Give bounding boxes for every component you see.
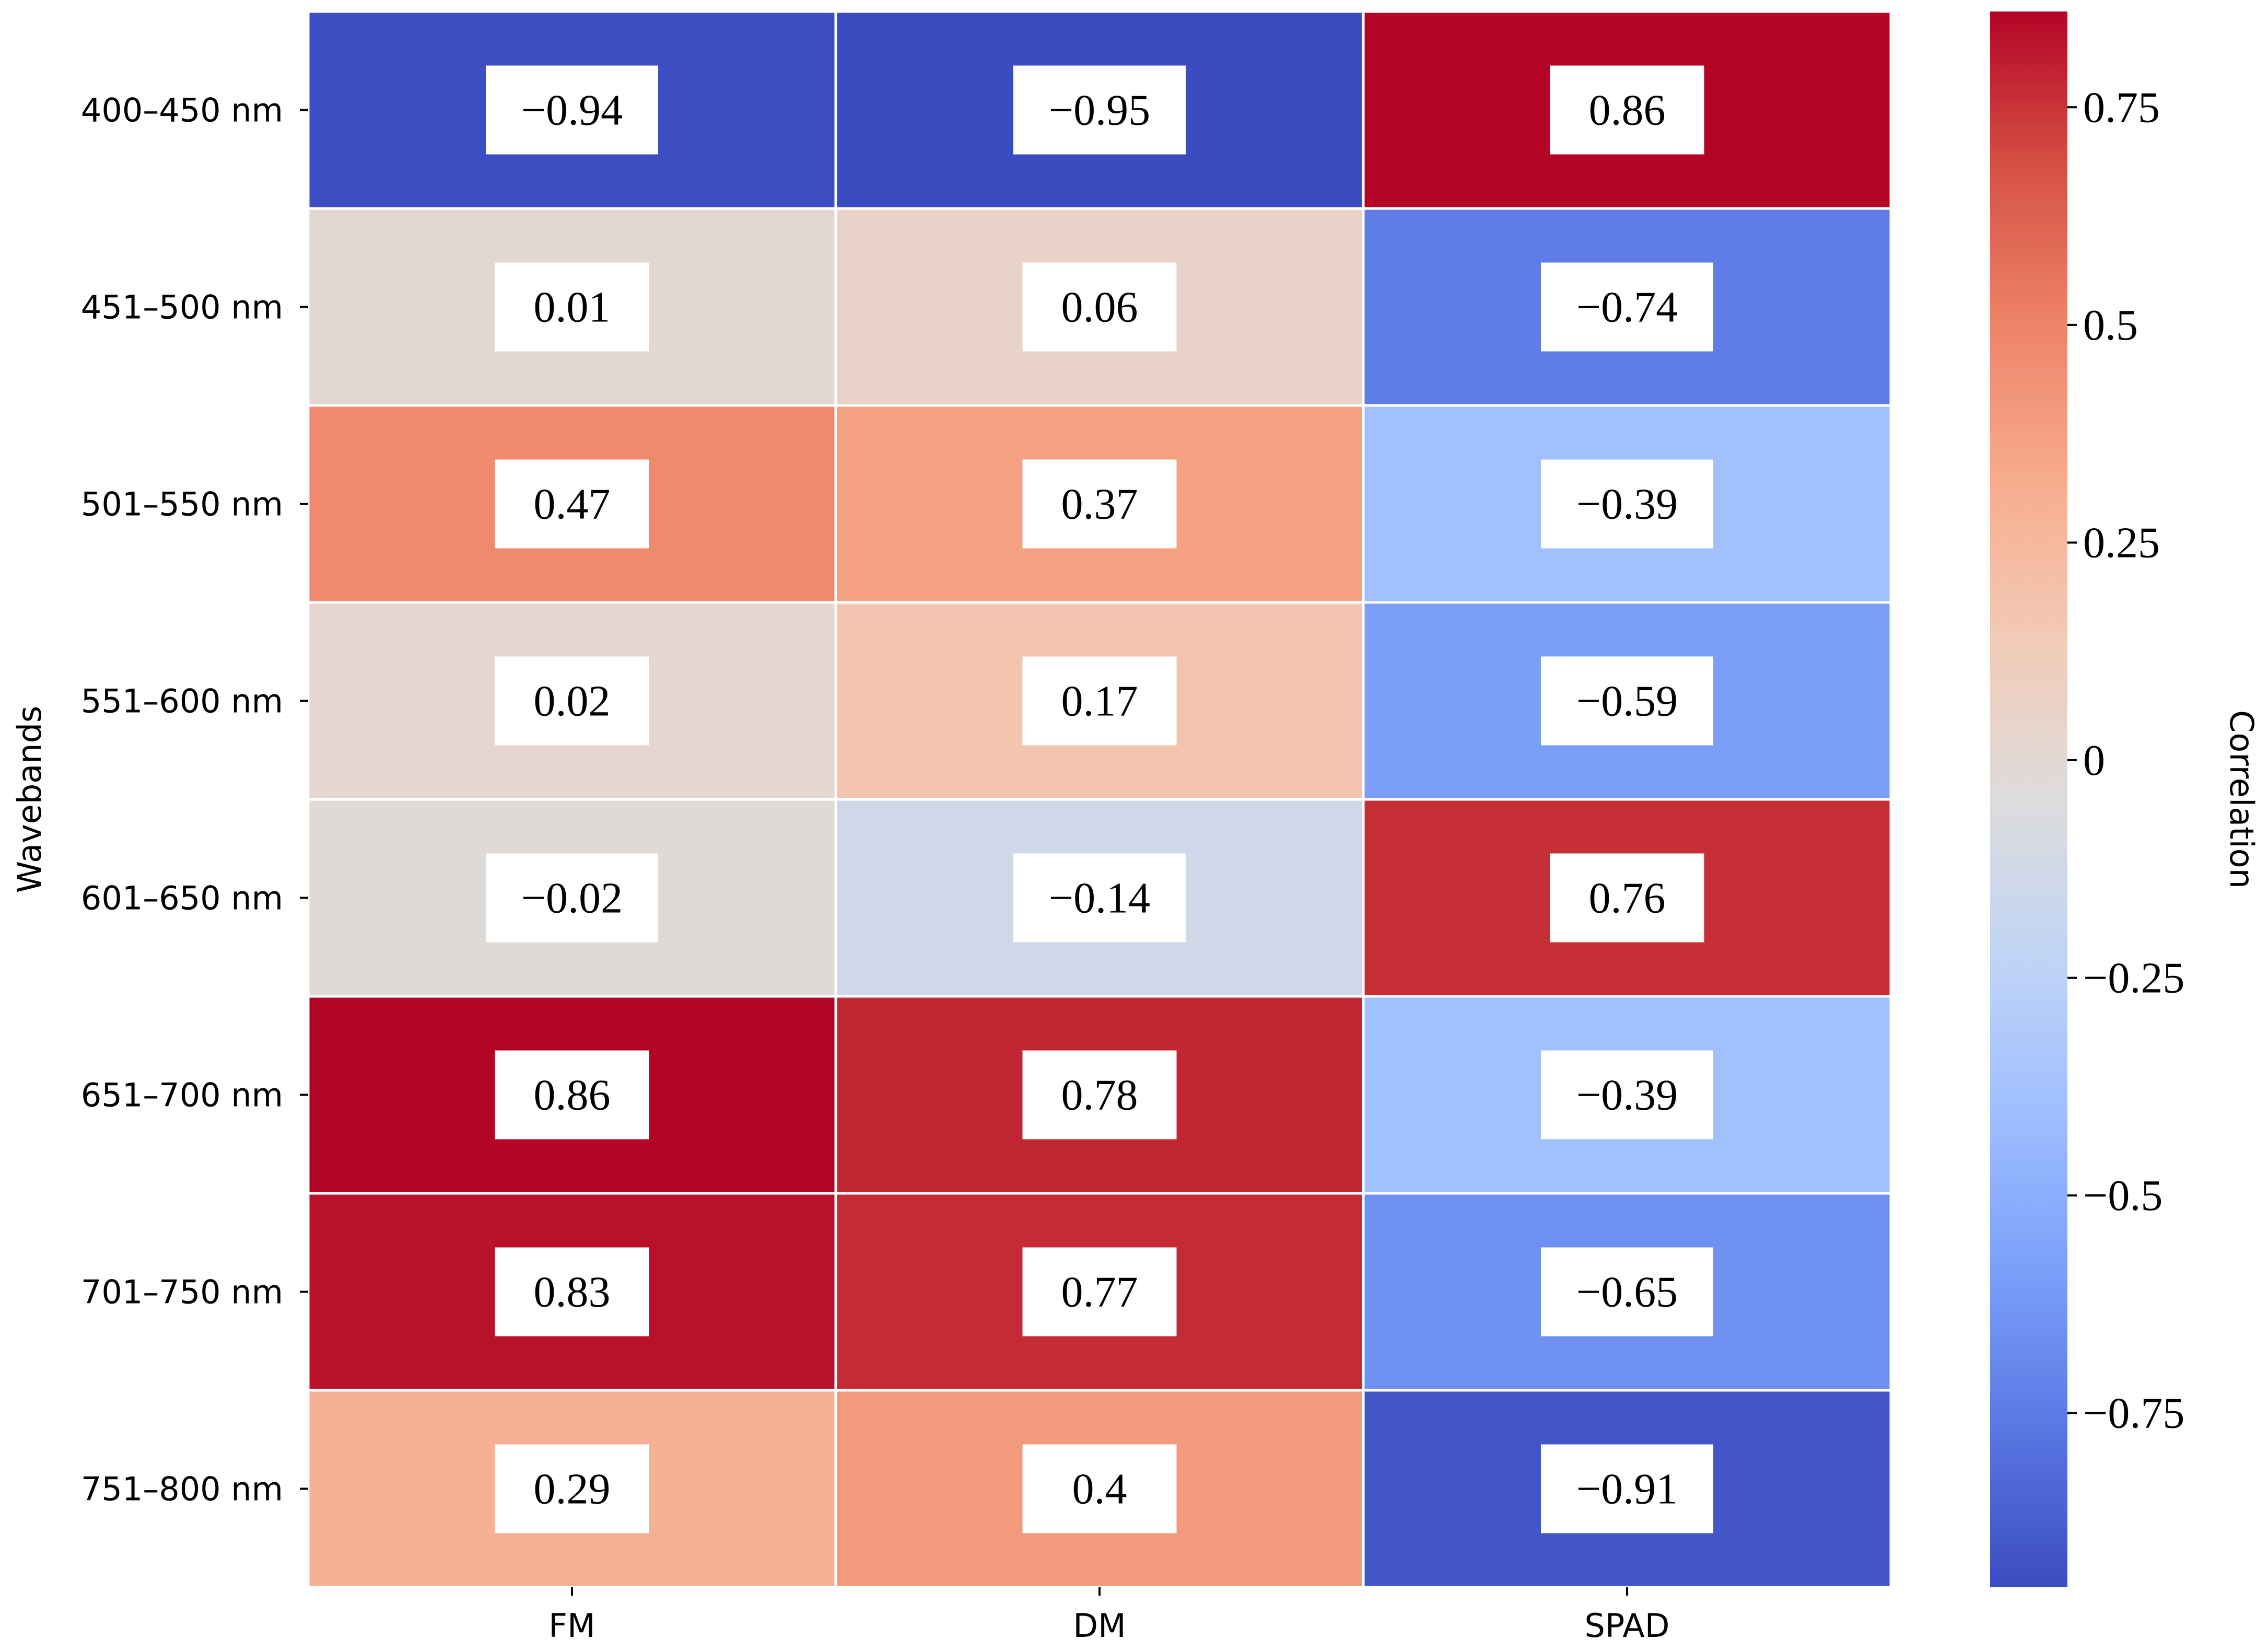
heatmap-axes: 400–450 nm 451–500 nm 501–550 nm 551–600 nm… [10, 91, 1669, 1645]
value-label-box [495, 262, 649, 352]
value-label-box [1022, 1444, 1177, 1533]
cell-value-label: 0.4 [1072, 1465, 1127, 1514]
value-label-box [1541, 1050, 1713, 1140]
cell-value-label: 0.78 [1061, 1071, 1138, 1120]
colorbar: 0.75 0.5 0.25 0 −0.25 −0.5 −0.75 Correlation [1990, 11, 2261, 1587]
cell-value-label: 0.02 [534, 677, 611, 726]
cell-value-label: 0.86 [1589, 86, 1666, 135]
colorbar-tick-label: 0.25 [2083, 518, 2160, 567]
cell-value-label: −0.94 [521, 86, 623, 135]
y-tick-label: 751–800 nm [81, 1470, 283, 1508]
heatmap-value-labels: −0.94 −0.95 0.86 0.01 0.06 −0.74 0.47 0.37 −0.39… [486, 65, 1713, 1533]
cell-value-label: −0.39 [1576, 480, 1678, 529]
value-label-box [1550, 65, 1704, 155]
colorbar-tick-label: −0.75 [2083, 1389, 2184, 1438]
colorbar-tick-label: −0.25 [2083, 954, 2184, 1003]
cell-value-label: 0.17 [1061, 677, 1138, 726]
value-label-box [1541, 459, 1713, 549]
value-label-box [486, 853, 658, 943]
heatmap-cell [834, 798, 1365, 998]
colorbar-gradient [1990, 11, 2067, 1587]
cell-value-label: −0.65 [1576, 1268, 1678, 1317]
colorbar-tick-label: −0.5 [2083, 1171, 2162, 1220]
value-label-box [486, 65, 658, 155]
y-tick-label: 601–650 nm [81, 879, 283, 917]
cell-value-label: −0.14 [1049, 874, 1150, 923]
cell-value-label: −0.02 [521, 874, 623, 923]
colorbar-tick-label: 0.5 [2083, 301, 2138, 350]
cell-value-label: 0.06 [1061, 283, 1138, 332]
value-label-box [495, 656, 649, 746]
heatmap-cells [307, 10, 1892, 1589]
cell-value-label: 0.01 [534, 283, 611, 332]
cell-value-label: 0.47 [534, 480, 611, 529]
cell-value-label: 0.83 [534, 1268, 611, 1317]
cell-value-label: 0.29 [534, 1465, 611, 1514]
cell-value-label: −0.39 [1576, 1071, 1678, 1120]
heatmap-cell [307, 1389, 837, 1589]
y-tick-label: 451–500 nm [81, 288, 283, 327]
y-tick-label: 651–700 nm [81, 1076, 283, 1114]
value-label-box [495, 1247, 649, 1336]
x-tick-label: FM [548, 1607, 595, 1645]
x-tick-label: SPAD [1585, 1607, 1670, 1645]
y-tick-label: 501–550 nm [81, 485, 283, 524]
cell-value-label: −0.74 [1576, 283, 1678, 332]
value-label-box [495, 1050, 649, 1140]
value-label-box [1022, 459, 1177, 549]
value-label-box [1550, 853, 1704, 943]
value-label-box [1022, 656, 1177, 746]
x-tick-label: DM [1073, 1607, 1126, 1645]
y-tick-label: 400–450 nm [81, 91, 283, 130]
cell-value-label: −0.59 [1576, 677, 1678, 726]
cell-value-label: 0.77 [1061, 1268, 1138, 1317]
colorbar-tick-label: 0.75 [2083, 83, 2160, 132]
value-label-box [1022, 262, 1177, 352]
value-label-box [495, 1444, 649, 1533]
value-label-box [1541, 656, 1713, 746]
cell-value-label: 0.86 [534, 1071, 611, 1120]
value-label-box [1541, 1247, 1713, 1336]
colorbar-title: Correlation [2223, 710, 2261, 889]
value-label-box [1013, 853, 1186, 943]
cell-value-label: −0.95 [1049, 86, 1150, 135]
value-label-box [495, 459, 649, 549]
cell-value-label: 0.76 [1589, 874, 1666, 923]
value-label-box [1013, 65, 1186, 155]
y-tick-label: 701–750 nm [81, 1273, 283, 1311]
value-label-box [1022, 1247, 1177, 1336]
y-tick-label: 551–600 nm [81, 682, 283, 720]
y-axis-title: Wavebands [10, 706, 49, 893]
value-label-box [1541, 262, 1713, 352]
value-label-box [1022, 1050, 1177, 1140]
value-label-box [1541, 1444, 1713, 1533]
cell-value-label: 0.37 [1061, 480, 1138, 529]
colorbar-tick-label: 0 [2083, 736, 2105, 785]
cell-value-label: −0.91 [1576, 1465, 1678, 1514]
